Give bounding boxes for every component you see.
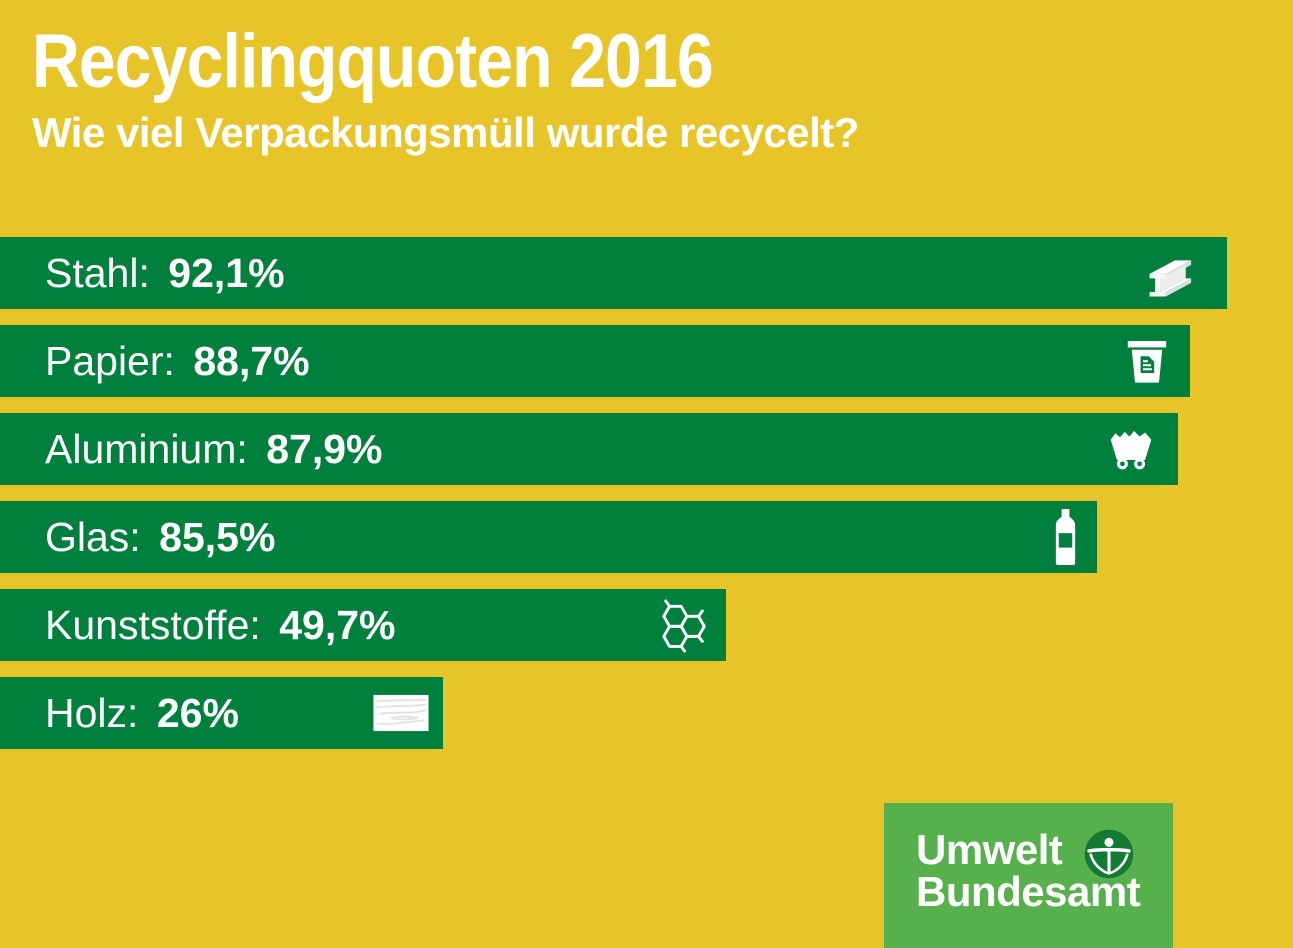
bar-label: Stahl: xyxy=(45,250,150,296)
polymer-molecule-icon xyxy=(658,597,712,653)
bar-value: 26% xyxy=(156,690,239,736)
aluminium-cart-icon xyxy=(1106,424,1156,474)
bar-glas: Glas: 85,5% xyxy=(0,501,1097,573)
bar-holz: Holz: 26% xyxy=(0,677,443,749)
bar-stahl: Stahl: 92,1% xyxy=(0,237,1227,309)
bar-value: 88,7% xyxy=(193,338,310,384)
bar-value: 49,7% xyxy=(279,602,396,648)
page-title: Recyclingquoten 2016 xyxy=(32,19,714,104)
bar-label: Aluminium: xyxy=(45,426,248,472)
bar-value: 92,1% xyxy=(168,250,285,296)
bar-label: Papier: xyxy=(45,338,175,384)
bar-kunststoffe: Kunststoffe: 49,7% xyxy=(0,589,726,661)
glass-bottle-icon xyxy=(1052,507,1079,567)
bar-aluminium: Aluminium: 87,9% xyxy=(0,413,1178,485)
bar-papier: Papier: 88,7% xyxy=(0,325,1190,397)
umweltbundesamt-logo: Umwelt Bundesamt xyxy=(884,803,1173,948)
page-subtitle: Wie viel Verpackungsmüll wurde recycelt? xyxy=(32,109,859,156)
bar-label: Kunststoffe: xyxy=(45,602,261,648)
uba-emblem-icon xyxy=(1083,828,1135,880)
bar-label: Glas: xyxy=(45,514,141,560)
logo-text-umwelt: Umwelt xyxy=(916,826,1063,873)
bar-label: Holz: xyxy=(45,690,139,736)
steel-beam-icon xyxy=(1141,245,1207,301)
bar-value: 87,9% xyxy=(266,426,383,472)
paper-bin-icon xyxy=(1124,337,1170,385)
wood-plank-icon xyxy=(372,694,430,732)
bar-value: 85,5% xyxy=(159,514,276,560)
